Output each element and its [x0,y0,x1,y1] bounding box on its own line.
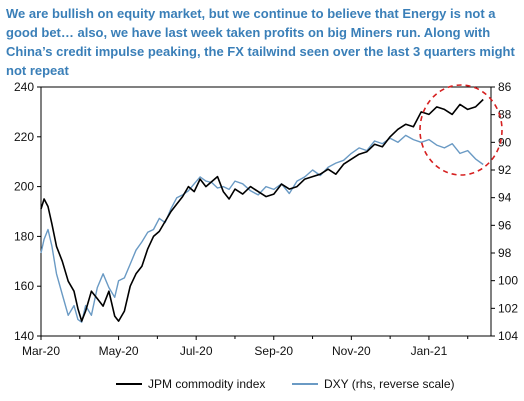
y-left-tick-label: 240 [14,80,34,94]
y-right-tick-label: 92 [498,163,512,177]
y-left-tick-label: 140 [14,329,34,343]
legend-label: JPM commodity index [148,377,265,391]
series-line-dxy [40,134,484,323]
y-right-tick-label: 98 [498,246,512,260]
plot-frame [40,86,492,337]
legend-label: DXY (rhs, reverse scale) [324,377,454,391]
y-left-tick-label: 160 [14,279,34,293]
x-tick-label: May-20 [99,344,139,358]
legend-item-dxy: DXY (rhs, reverse scale) [292,377,454,391]
y-right-tick-label: 86 [498,80,512,94]
y-right-tick-label: 96 [498,218,512,232]
y-right-tick-label: 102 [498,301,518,315]
legend: JPM commodity index DXY (rhs, reverse sca… [116,377,454,391]
series-layer [40,98,484,323]
x-tick-label: Mar-20 [22,344,60,358]
y-right-tick-label: 90 [498,135,512,149]
x-tick-label: Sep-20 [254,344,293,358]
series-line-commodity [40,98,484,322]
x-tick-label: Jan-21 [411,344,448,358]
y-right-tick-label: 100 [498,274,518,288]
y-right-tick-label: 88 [498,108,512,122]
x-tick-label: Jul-20 [180,344,213,358]
y-right-tick-label: 104 [498,329,518,343]
x-tick-label: Nov-20 [332,344,371,358]
annotation-layer [419,84,503,176]
highlight-ellipse [419,84,503,176]
headline-text: We are bullish on equity market, but we … [6,6,515,78]
y-left-tick-label: 220 [14,130,34,144]
y-right-tick-label: 94 [498,191,512,205]
y-left-tick-label: 200 [14,180,34,194]
chart-axes: 140 160 180 200 220 240 86 88 90 92 94 96 98 100 102 10… [14,80,518,358]
y-left-tick-label: 180 [14,229,34,243]
legend-item-commodity: JPM commodity index [116,377,265,391]
